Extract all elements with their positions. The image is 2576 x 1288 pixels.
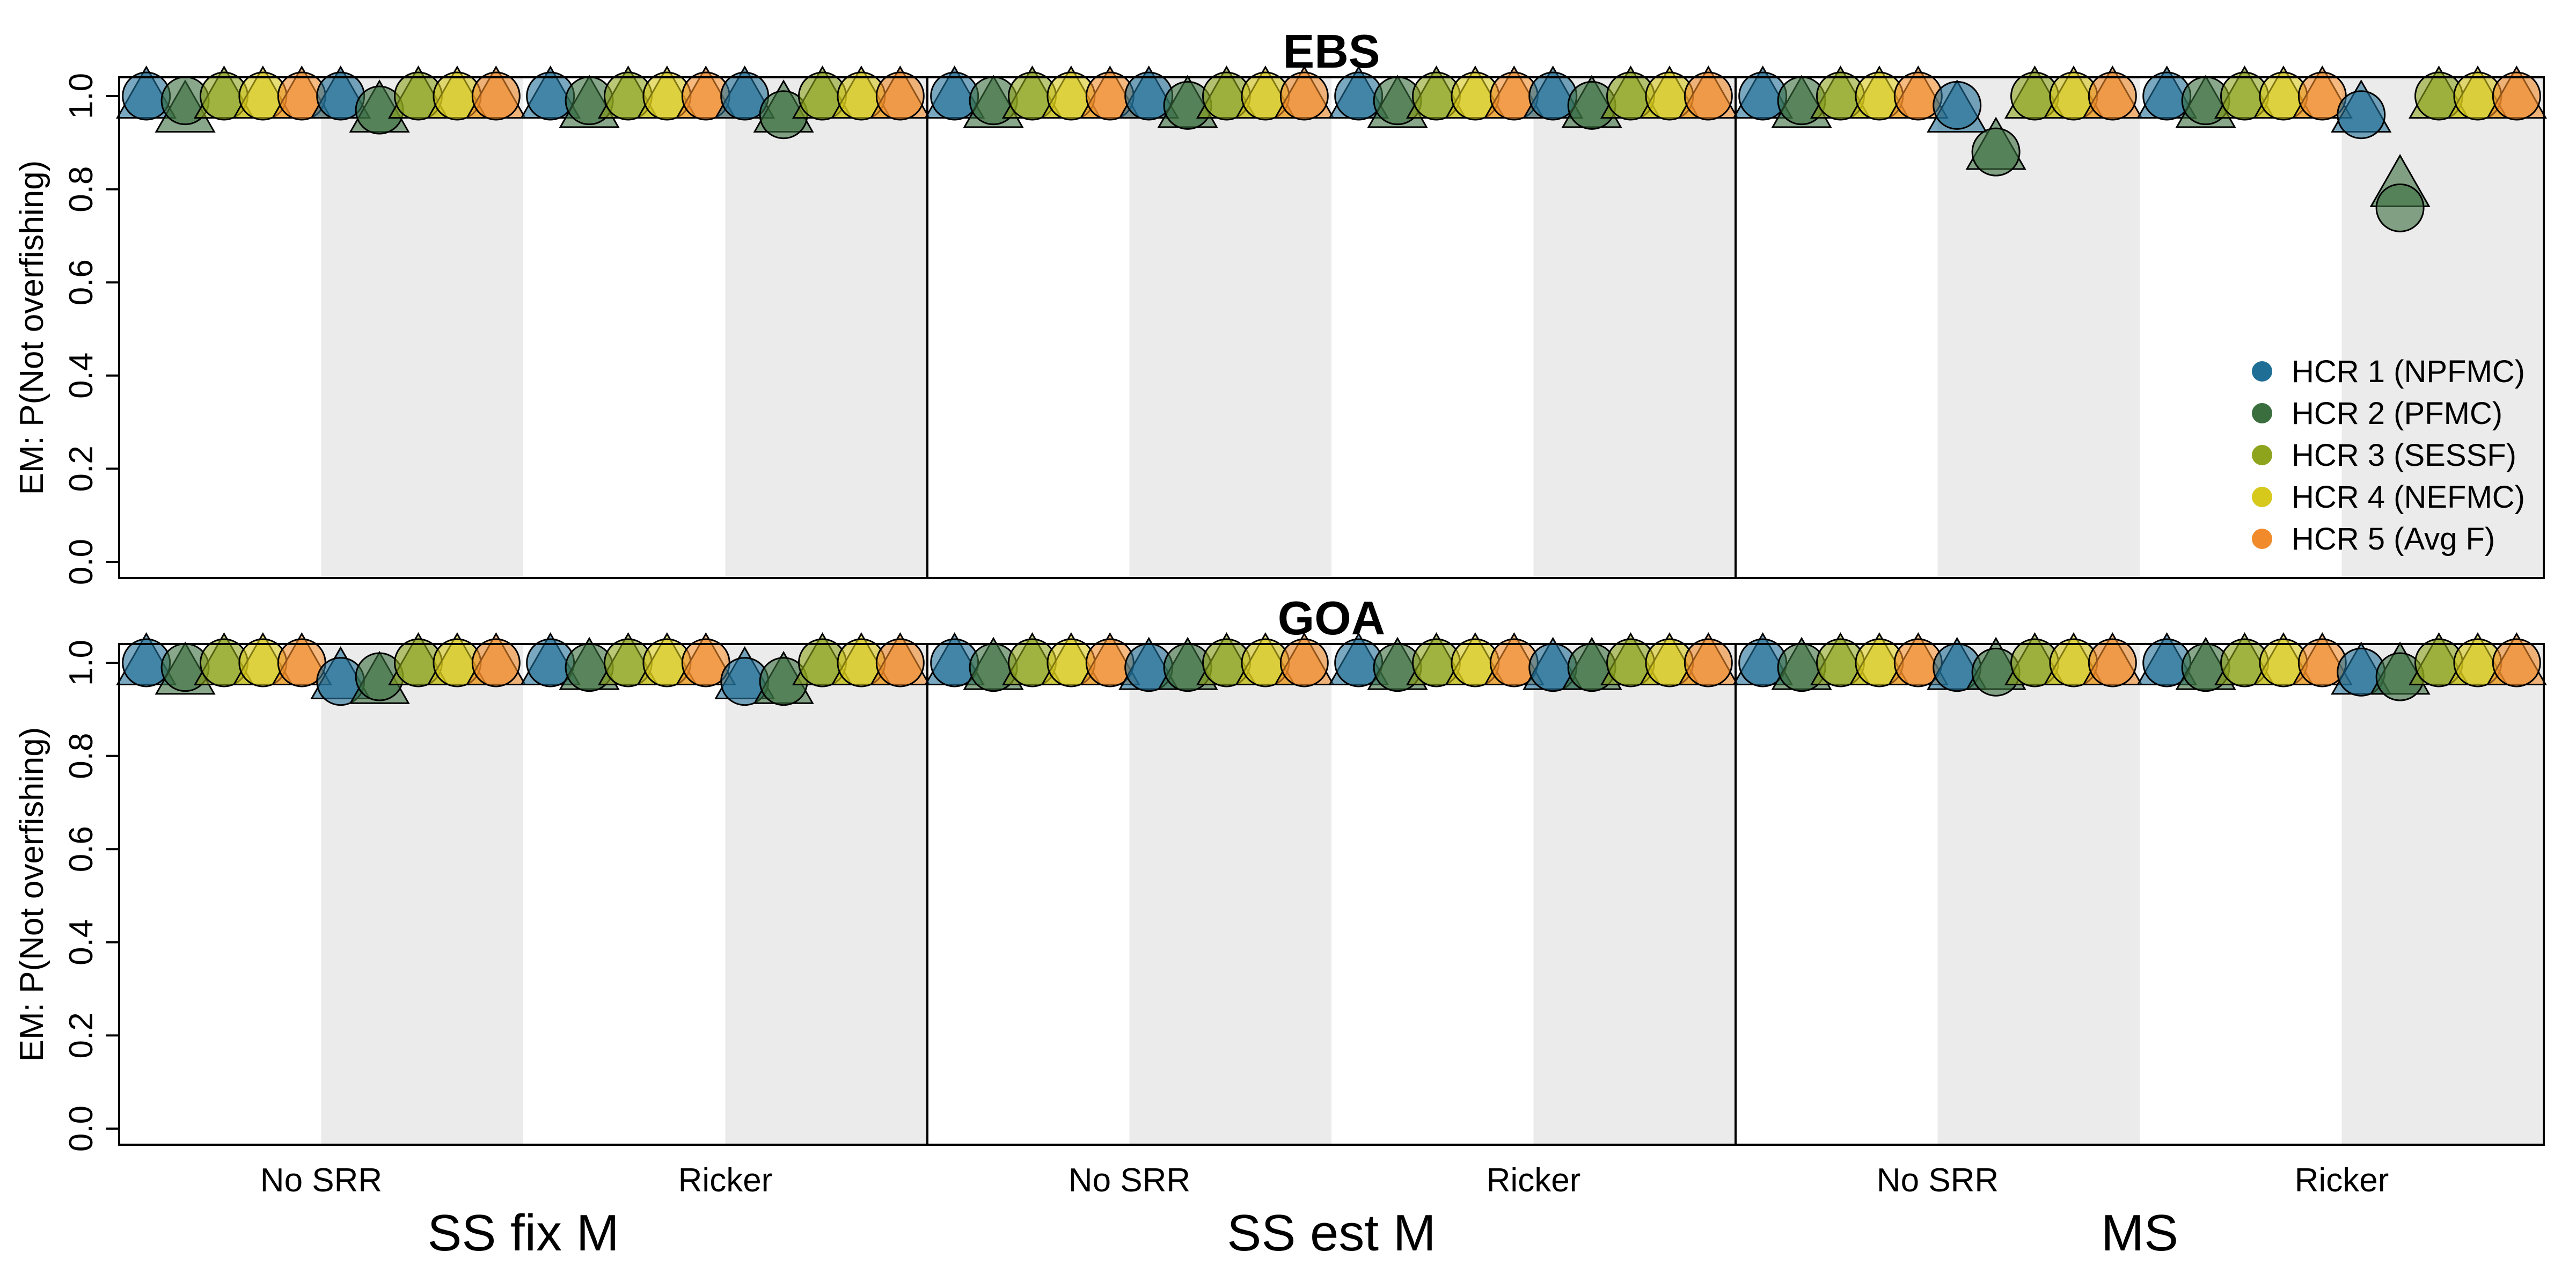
category-label-no-srr: No SRR (260, 1162, 382, 1199)
y-axis-label-top: EM: P(Not overfishing) (13, 160, 50, 495)
axes: 0.0 0.2 0.4 0.6 0.8 1.0 0.0 0.2 0.4 0.6 0.8 1.0 (63, 73, 119, 1152)
legend-label: HCR 2 (PFMC) (2292, 396, 2502, 431)
shaded-band (1937, 644, 2140, 1145)
circle-point (2088, 638, 2137, 687)
circle-point (1279, 71, 1329, 121)
data-points (116, 65, 2547, 706)
legend-label: HCR 1 (NPFMC) (2292, 354, 2525, 389)
category-label-ricker: Ricker (1487, 1162, 1581, 1199)
legend-label: HCR 5 (Avg F) (2292, 522, 2495, 557)
circle-point (2492, 638, 2541, 687)
panel-title-ebs: EBS (1283, 25, 1380, 78)
legend-marker (2252, 487, 2272, 507)
legend-marker (2252, 361, 2272, 382)
category-label-no-srr: No SRR (1069, 1162, 1190, 1199)
shaded-bands (321, 77, 2544, 1145)
circle-point (875, 71, 925, 121)
shaded-band (321, 644, 523, 1145)
panel-frames (118, 76, 2545, 1146)
legend-marker (2252, 445, 2272, 465)
circle-point (2375, 183, 2425, 232)
group-label-ms: MS (2101, 1204, 2178, 1262)
panel-frame (118, 76, 2545, 579)
y-tick-label: 0.0 (63, 539, 100, 585)
legend-marker (2252, 529, 2272, 549)
panel-title-goa: GOA (1278, 591, 1385, 645)
y-tick-label: 0.8 (63, 733, 100, 779)
y-axis-label-bottom: EM: P(Not overfishing) (13, 727, 50, 1062)
legend-label: HCR 4 (NEFMC) (2292, 480, 2525, 515)
circle-point (1971, 127, 2021, 177)
shaded-band (321, 77, 523, 578)
legend-label: HCR 3 (SESSF) (2292, 438, 2516, 473)
shaded-band (725, 77, 927, 578)
y-tick-label: 0.4 (63, 919, 100, 965)
legend: HCR 1 (NPFMC) HCR 2 (PFMC) HCR 3 (SESSF)… (2252, 354, 2525, 557)
shaded-band (1533, 77, 1736, 578)
group-label-ss-fix-m: SS fix M (427, 1204, 619, 1262)
y-tick-label: 0.2 (63, 1012, 100, 1058)
circle-point (471, 71, 521, 121)
category-label-ricker: Ricker (678, 1162, 773, 1199)
circle-point (1684, 638, 1733, 687)
shaded-band (2341, 644, 2544, 1145)
circle-point (471, 638, 521, 687)
circle-point (1684, 71, 1733, 121)
legend-marker (2252, 403, 2272, 423)
y-tick-label: 1.0 (63, 73, 100, 119)
circle-point (2492, 71, 2541, 121)
y-tick-label: 0.6 (63, 826, 100, 872)
y-tick-label: 0.8 (63, 166, 100, 212)
y-tick-label: 1.0 (63, 640, 100, 686)
shaded-band (2341, 77, 2544, 578)
y-tick-label: 0.4 (63, 353, 100, 399)
circle-point (875, 638, 925, 687)
y-tick-label: 0.6 (63, 259, 100, 305)
category-label-no-srr: No SRR (1877, 1162, 1999, 1199)
shaded-band (725, 644, 927, 1145)
panel-frame (118, 643, 2545, 1146)
circle-point (2088, 71, 2137, 121)
shaded-band (1533, 644, 1736, 1145)
shaded-band (1129, 644, 1331, 1145)
shaded-band (1937, 77, 2140, 578)
y-tick-label: 0.2 (63, 445, 100, 492)
circle-point (2337, 90, 2386, 140)
category-label-ricker: Ricker (2295, 1162, 2389, 1199)
group-label-ss-est-m: SS est M (1227, 1204, 1436, 1262)
shaded-band (1129, 77, 1331, 578)
circle-point (1933, 80, 1982, 130)
y-tick-label: 0.0 (63, 1106, 100, 1152)
circle-point (1279, 638, 1329, 687)
